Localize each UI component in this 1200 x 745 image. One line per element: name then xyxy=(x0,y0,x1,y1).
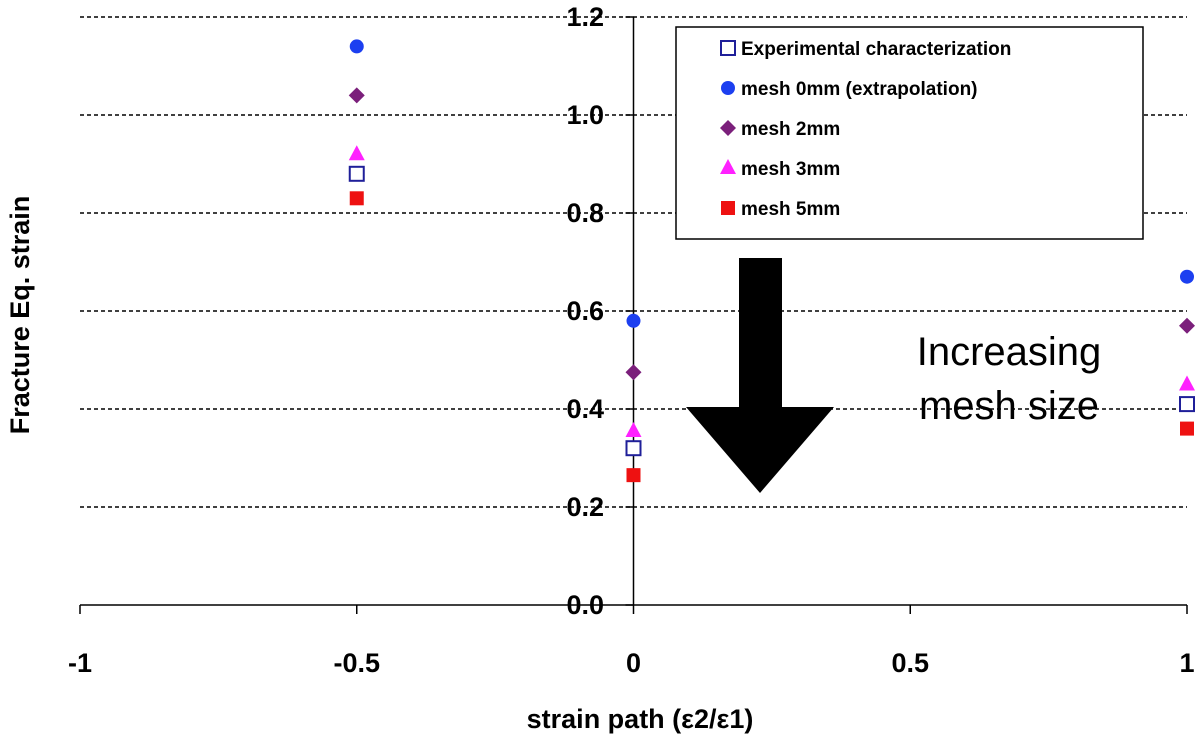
y-tick-label: 0.6 xyxy=(566,296,604,326)
x-tick-label: 1 xyxy=(1179,648,1194,678)
y-tick-label: 0.2 xyxy=(566,492,604,522)
axes: -1 -0.5 0 0.5 1 0.0 0.2 0.4 0.6 0.8 1.0 1.2 strain p… xyxy=(5,2,1195,734)
legend-marker-1 xyxy=(721,81,735,95)
legend-label: mesh 2mm xyxy=(741,119,840,140)
legend-label: mesh 5mm xyxy=(741,199,840,220)
legend: Experimental characterization mesh 0mm (e… xyxy=(675,26,1144,240)
data-point-2-0 xyxy=(348,87,365,104)
data-point-1-0 xyxy=(349,39,364,54)
x-tick-label: -1 xyxy=(68,648,92,678)
x-axis-title: strain path (ε2/ε1) xyxy=(527,704,754,734)
data-point-2-1 xyxy=(625,364,642,381)
data-point-0-1 xyxy=(625,440,642,457)
data-point-4-1 xyxy=(626,468,641,483)
data-point-0-0 xyxy=(348,165,365,182)
data-point-3-2 xyxy=(1179,375,1195,391)
legend-label: mesh 0mm (extrapolation) xyxy=(741,79,978,100)
data-point-1-2 xyxy=(1180,269,1194,284)
y-tick-label: 0.4 xyxy=(566,394,604,424)
x-tick-label: -0.5 xyxy=(333,648,380,678)
data-point-3-0 xyxy=(348,145,365,161)
y-tick-label: 0.8 xyxy=(566,198,604,228)
data-point-2-2 xyxy=(1179,317,1195,334)
legend-marker-4 xyxy=(721,201,735,215)
annotation: Increasing mesh size xyxy=(686,258,1101,493)
x-tick-label: 0 xyxy=(626,648,641,678)
y-axis-title: Fracture Eq. strain xyxy=(5,196,35,435)
data-point-0-2 xyxy=(1179,396,1195,413)
legend-marker-0 xyxy=(720,40,736,56)
data-point-4-0 xyxy=(349,191,364,206)
legend-marker-2 xyxy=(720,120,736,136)
down-arrow xyxy=(686,258,834,493)
y-tick-label: 0.0 xyxy=(566,590,604,620)
annotation-text-line: mesh size xyxy=(919,384,1099,428)
legend-label: mesh 3mm xyxy=(741,159,840,180)
data-point-3-1 xyxy=(625,422,642,438)
y-tick-label: 1.2 xyxy=(566,2,604,32)
data-points xyxy=(348,39,1195,483)
x-tick-label: 0.5 xyxy=(891,648,929,678)
legend-label: Experimental characterization xyxy=(741,39,1011,60)
annotation-text-line: Increasing xyxy=(917,330,1102,374)
data-point-1-1 xyxy=(626,313,641,328)
y-tick-label: 1.0 xyxy=(566,100,604,130)
data-point-4-2 xyxy=(1180,421,1194,436)
legend-marker-3 xyxy=(720,159,736,174)
legend-box xyxy=(675,26,1144,240)
